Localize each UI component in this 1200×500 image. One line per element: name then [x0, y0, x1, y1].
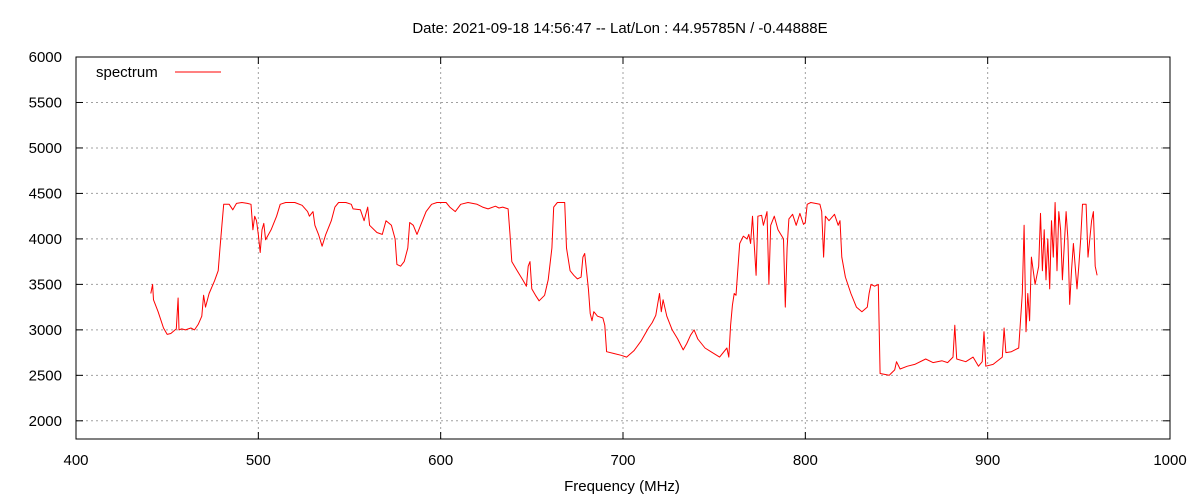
x-tick-label: 400 — [63, 452, 88, 469]
x-tick-label: 500 — [246, 452, 271, 469]
y-tick-label: 4500 — [29, 185, 62, 202]
x-axis-label: Frequency (MHz) — [564, 478, 680, 495]
x-tick-label: 1000 — [1153, 452, 1186, 469]
chart-title: Date: 2021-09-18 14:56:47 -- Lat/Lon : 4… — [412, 20, 827, 37]
legend-label-spectrum: spectrum — [96, 64, 158, 81]
x-tick-label: 800 — [793, 452, 818, 469]
x-tick-label: 700 — [610, 452, 635, 469]
y-tick-label: 3500 — [29, 276, 62, 293]
axis-ticks: 400 500 600 700 800 900 1000 2000 2500 3000 3500 40… — [29, 49, 1187, 469]
x-tick-label: 900 — [975, 452, 1000, 469]
y-tick-label: 6000 — [29, 49, 62, 66]
y-tick-label: 2000 — [29, 413, 62, 430]
legend: spectrum — [96, 64, 221, 81]
grid-lines — [76, 57, 1170, 439]
y-tick-label: 5000 — [29, 140, 62, 157]
x-tick-label: 600 — [428, 452, 453, 469]
y-tick-label: 2500 — [29, 367, 62, 384]
series-line-spectrum — [150, 202, 1098, 376]
y-tick-label: 5500 — [29, 94, 62, 111]
y-tick-label: 4000 — [29, 231, 62, 248]
y-tick-label: 3000 — [29, 322, 62, 339]
series-layer — [150, 202, 1098, 376]
